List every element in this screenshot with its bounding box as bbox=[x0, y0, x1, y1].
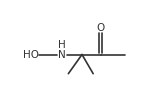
Text: N: N bbox=[58, 50, 66, 60]
Text: H: H bbox=[58, 40, 66, 50]
Text: HO: HO bbox=[23, 50, 39, 60]
Text: O: O bbox=[96, 23, 105, 33]
